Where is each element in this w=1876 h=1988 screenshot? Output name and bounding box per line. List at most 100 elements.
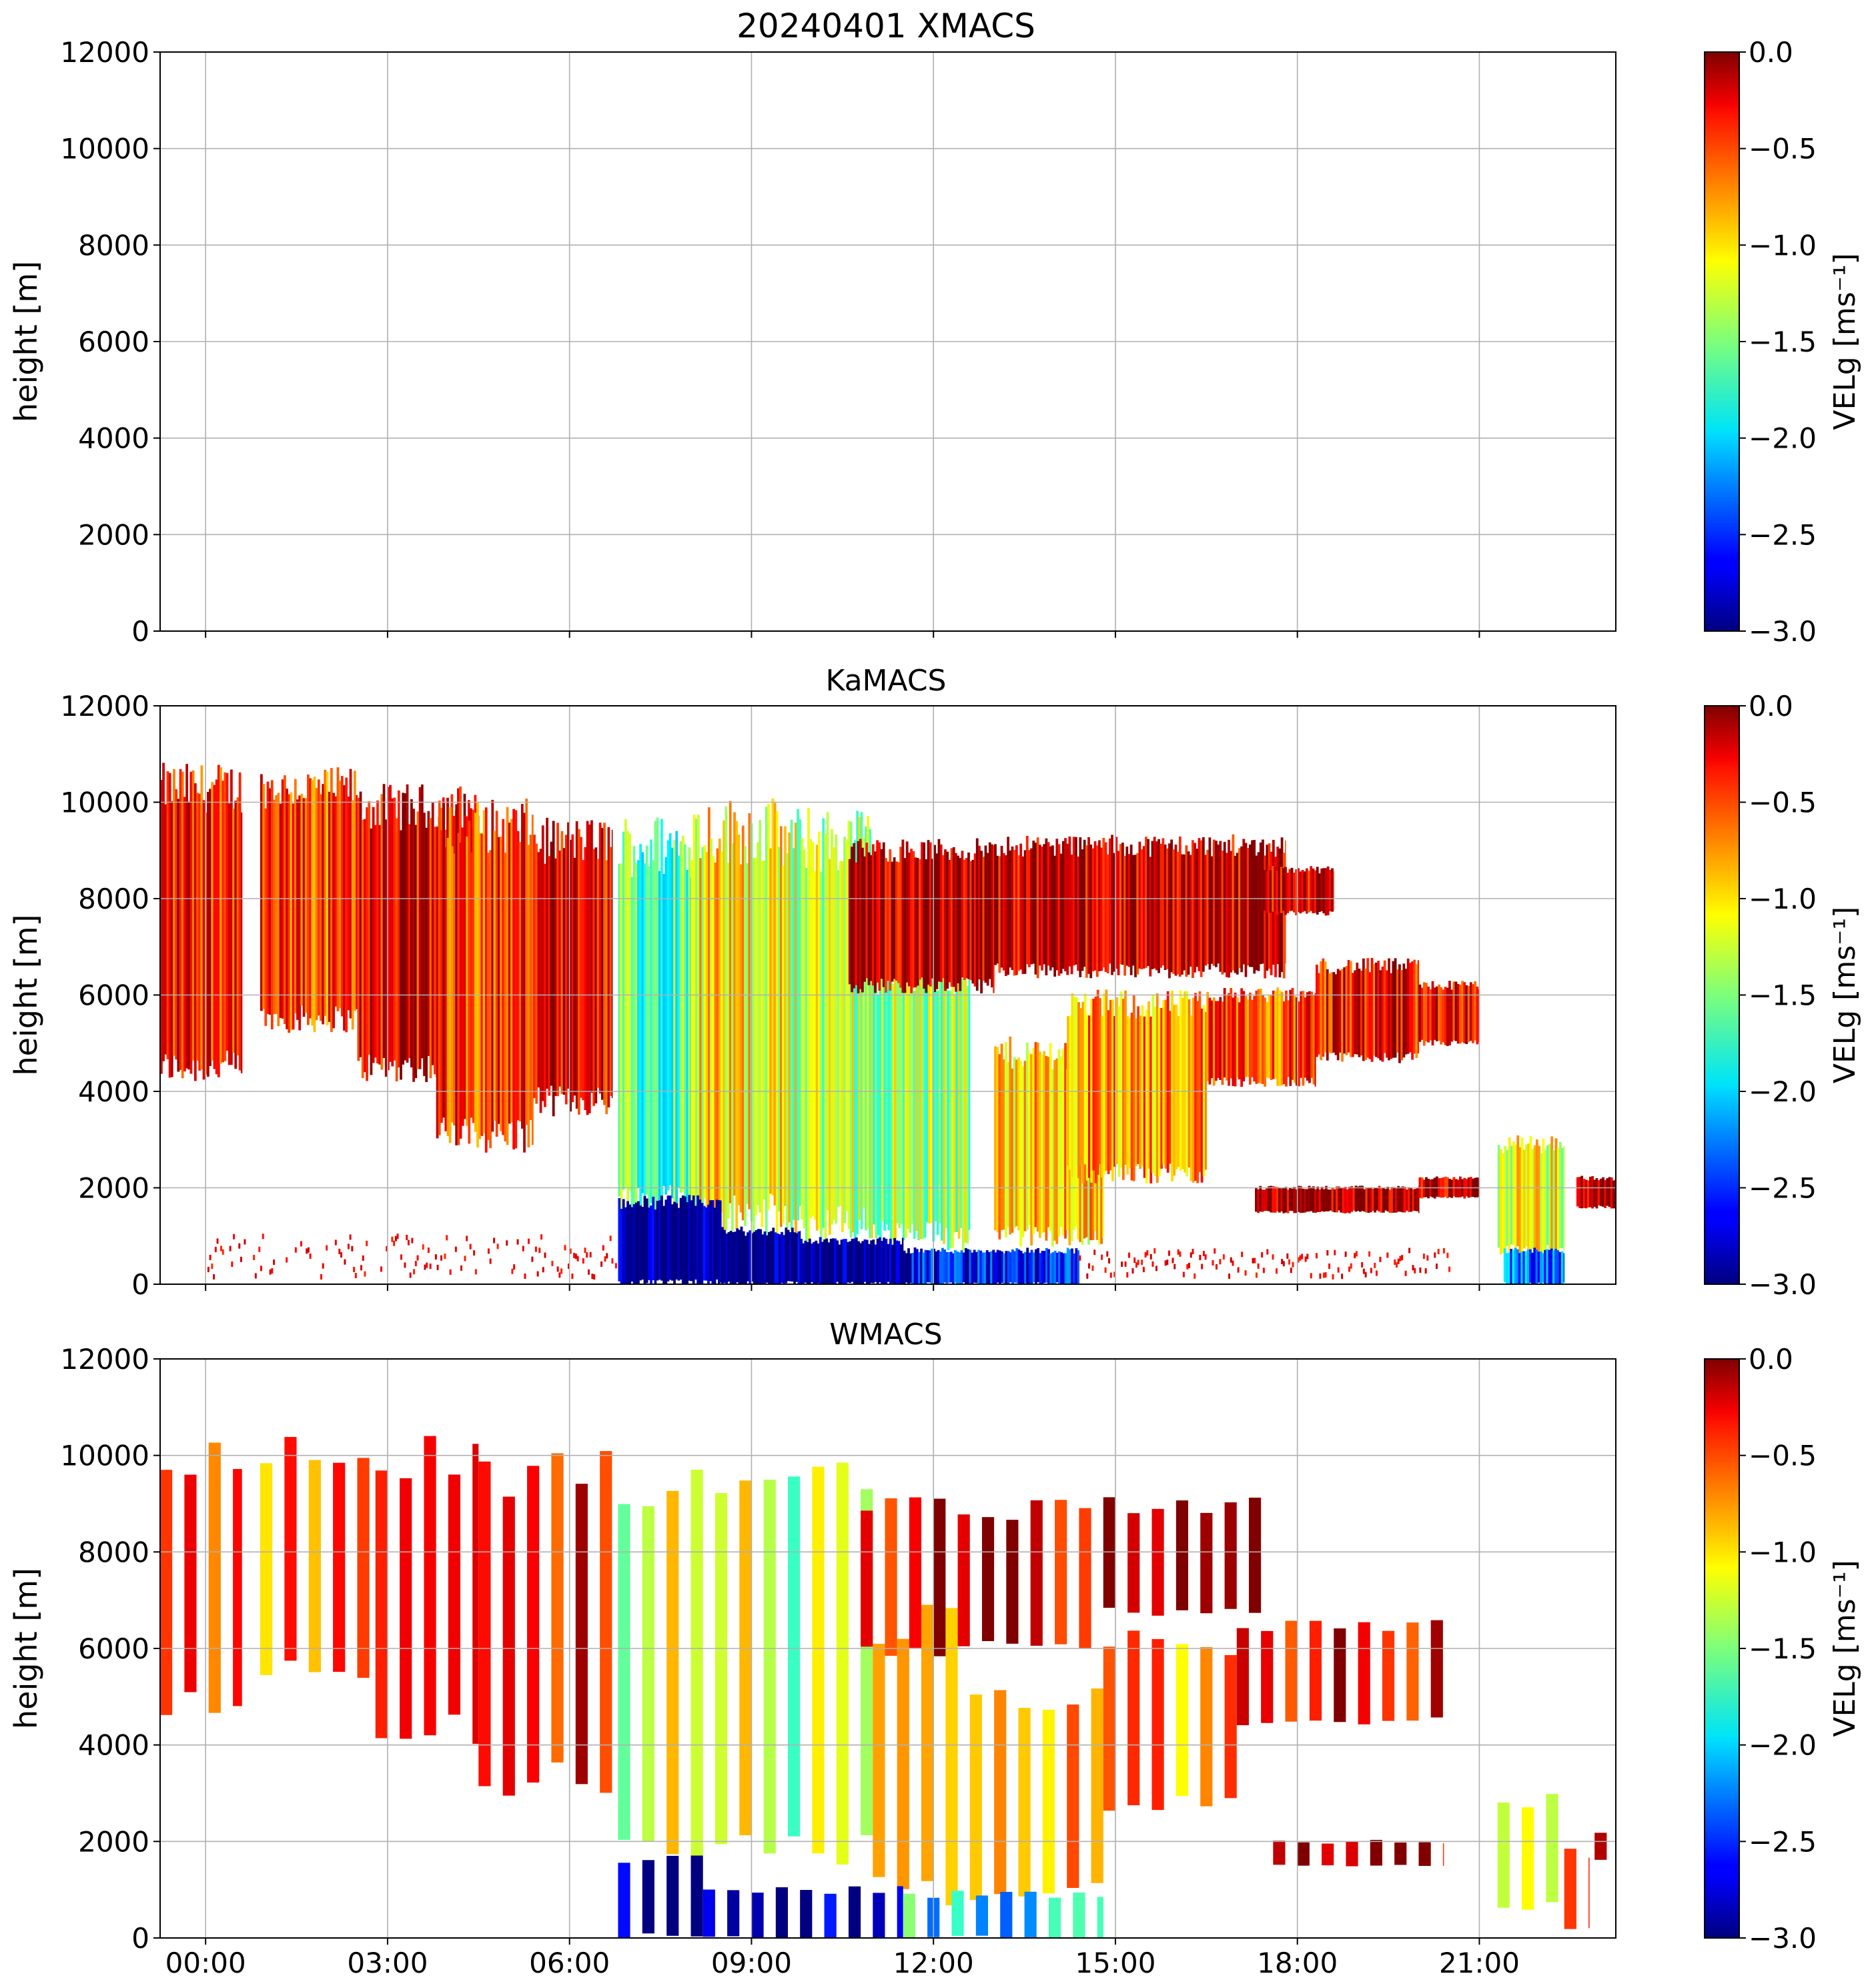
echo-speck — [1422, 1254, 1425, 1260]
panel-title: WMACS — [829, 1318, 942, 1352]
echo-speck — [1262, 1268, 1265, 1274]
echo-column — [642, 1860, 654, 1934]
echo-column — [953, 993, 956, 1233]
echo-column — [913, 991, 916, 1239]
echo-column — [1414, 1189, 1417, 1211]
echo-column — [742, 1231, 745, 1284]
echo-column — [470, 852, 473, 1118]
echo-column — [408, 824, 411, 1059]
echo-column — [438, 801, 441, 1135]
echo-column — [1586, 1180, 1590, 1207]
echo-column — [1388, 1189, 1392, 1213]
echo-column — [395, 818, 398, 1081]
echo-speck — [544, 1252, 546, 1258]
echo-column — [1310, 991, 1314, 1078]
echo-speck — [1401, 1255, 1404, 1261]
echo-column — [887, 1244, 890, 1282]
echo-column — [1085, 845, 1088, 978]
echo-column — [1358, 968, 1361, 1057]
data-block — [873, 949, 971, 1251]
echo-column — [177, 799, 180, 1072]
echo-column — [356, 795, 358, 1009]
echo-column — [277, 793, 280, 1027]
echo-column — [914, 857, 917, 987]
echo-column — [478, 833, 482, 1139]
echo-speck — [1324, 1272, 1327, 1278]
echo-column — [1035, 1249, 1037, 1284]
echo-column — [893, 1237, 896, 1284]
echo-column — [1306, 992, 1309, 1081]
echo-column — [1073, 1253, 1076, 1284]
echo-column — [1267, 866, 1270, 913]
echo-column — [592, 849, 596, 1106]
echo-column — [1582, 1179, 1586, 1208]
echo-column — [1127, 1630, 1140, 1806]
echo-column — [520, 804, 524, 1129]
echo-column — [696, 1195, 699, 1284]
echo-column — [920, 1248, 923, 1284]
echo-column — [707, 1204, 710, 1284]
echo-column — [716, 848, 719, 1214]
echo-column — [1318, 1189, 1322, 1212]
echo-column — [652, 860, 655, 1211]
echo-column — [1446, 987, 1449, 1047]
echo-column — [1034, 843, 1037, 975]
echo-column — [903, 1250, 906, 1284]
echo-column — [1103, 1646, 1115, 1811]
echo-column — [1335, 1186, 1338, 1213]
echo-column — [809, 839, 813, 1219]
data-block — [702, 1886, 903, 1938]
echo-column — [787, 1229, 790, 1282]
echo-column — [404, 793, 407, 1061]
echo-column — [1000, 1891, 1013, 1938]
colorbar-label: VELg [ms⁻¹] — [1828, 253, 1862, 430]
echo-speck — [1126, 1272, 1129, 1278]
echo-speck — [1397, 1258, 1400, 1264]
echo-column — [943, 969, 946, 1244]
echo-column — [1556, 1250, 1560, 1284]
echo-column — [788, 832, 791, 1223]
echo-speck — [1304, 1256, 1307, 1262]
echo-column — [985, 1250, 989, 1284]
echo-column — [921, 1604, 934, 1881]
echo-column — [903, 1893, 915, 1938]
echo-column — [660, 1195, 663, 1281]
echo-speck — [244, 1239, 246, 1245]
echo-column — [1005, 1042, 1007, 1237]
echo-speck — [614, 1263, 617, 1269]
echo-column — [1204, 855, 1207, 966]
echo-column — [713, 1207, 717, 1284]
echo-column — [1208, 837, 1212, 970]
echo-column — [1338, 970, 1342, 1053]
echo-speck — [273, 1260, 276, 1266]
echo-column — [1251, 840, 1254, 967]
echo-column — [1542, 1138, 1545, 1257]
echo-speck — [1228, 1274, 1231, 1280]
x-tick-label: 09:00 — [711, 1947, 792, 1979]
echo-column — [855, 1237, 858, 1284]
echo-column — [1394, 1842, 1407, 1865]
y-tick-label: 12000 — [60, 36, 149, 69]
echo-speck — [591, 1274, 594, 1280]
echo-column — [1068, 836, 1071, 967]
echo-column — [1544, 1250, 1547, 1284]
echo-column — [891, 861, 894, 982]
echo-speck — [1261, 1252, 1264, 1258]
echo-column — [1100, 847, 1103, 971]
echo-speck — [414, 1261, 417, 1267]
echo-column — [1134, 855, 1137, 977]
echo-column — [1282, 1001, 1286, 1084]
echo-column — [1224, 1654, 1237, 1799]
echo-column — [654, 1209, 657, 1284]
echo-column — [1276, 1187, 1279, 1211]
echo-column — [1505, 1253, 1508, 1284]
echo-column — [994, 1252, 997, 1284]
echo-column — [1350, 1186, 1354, 1212]
echo-speck — [506, 1240, 508, 1246]
echo-speck — [584, 1248, 586, 1254]
echo-column — [951, 1253, 955, 1284]
echo-speck — [536, 1271, 539, 1277]
echo-speck — [489, 1258, 492, 1264]
data-block — [969, 1688, 1103, 1901]
echo-column — [998, 1054, 1001, 1239]
